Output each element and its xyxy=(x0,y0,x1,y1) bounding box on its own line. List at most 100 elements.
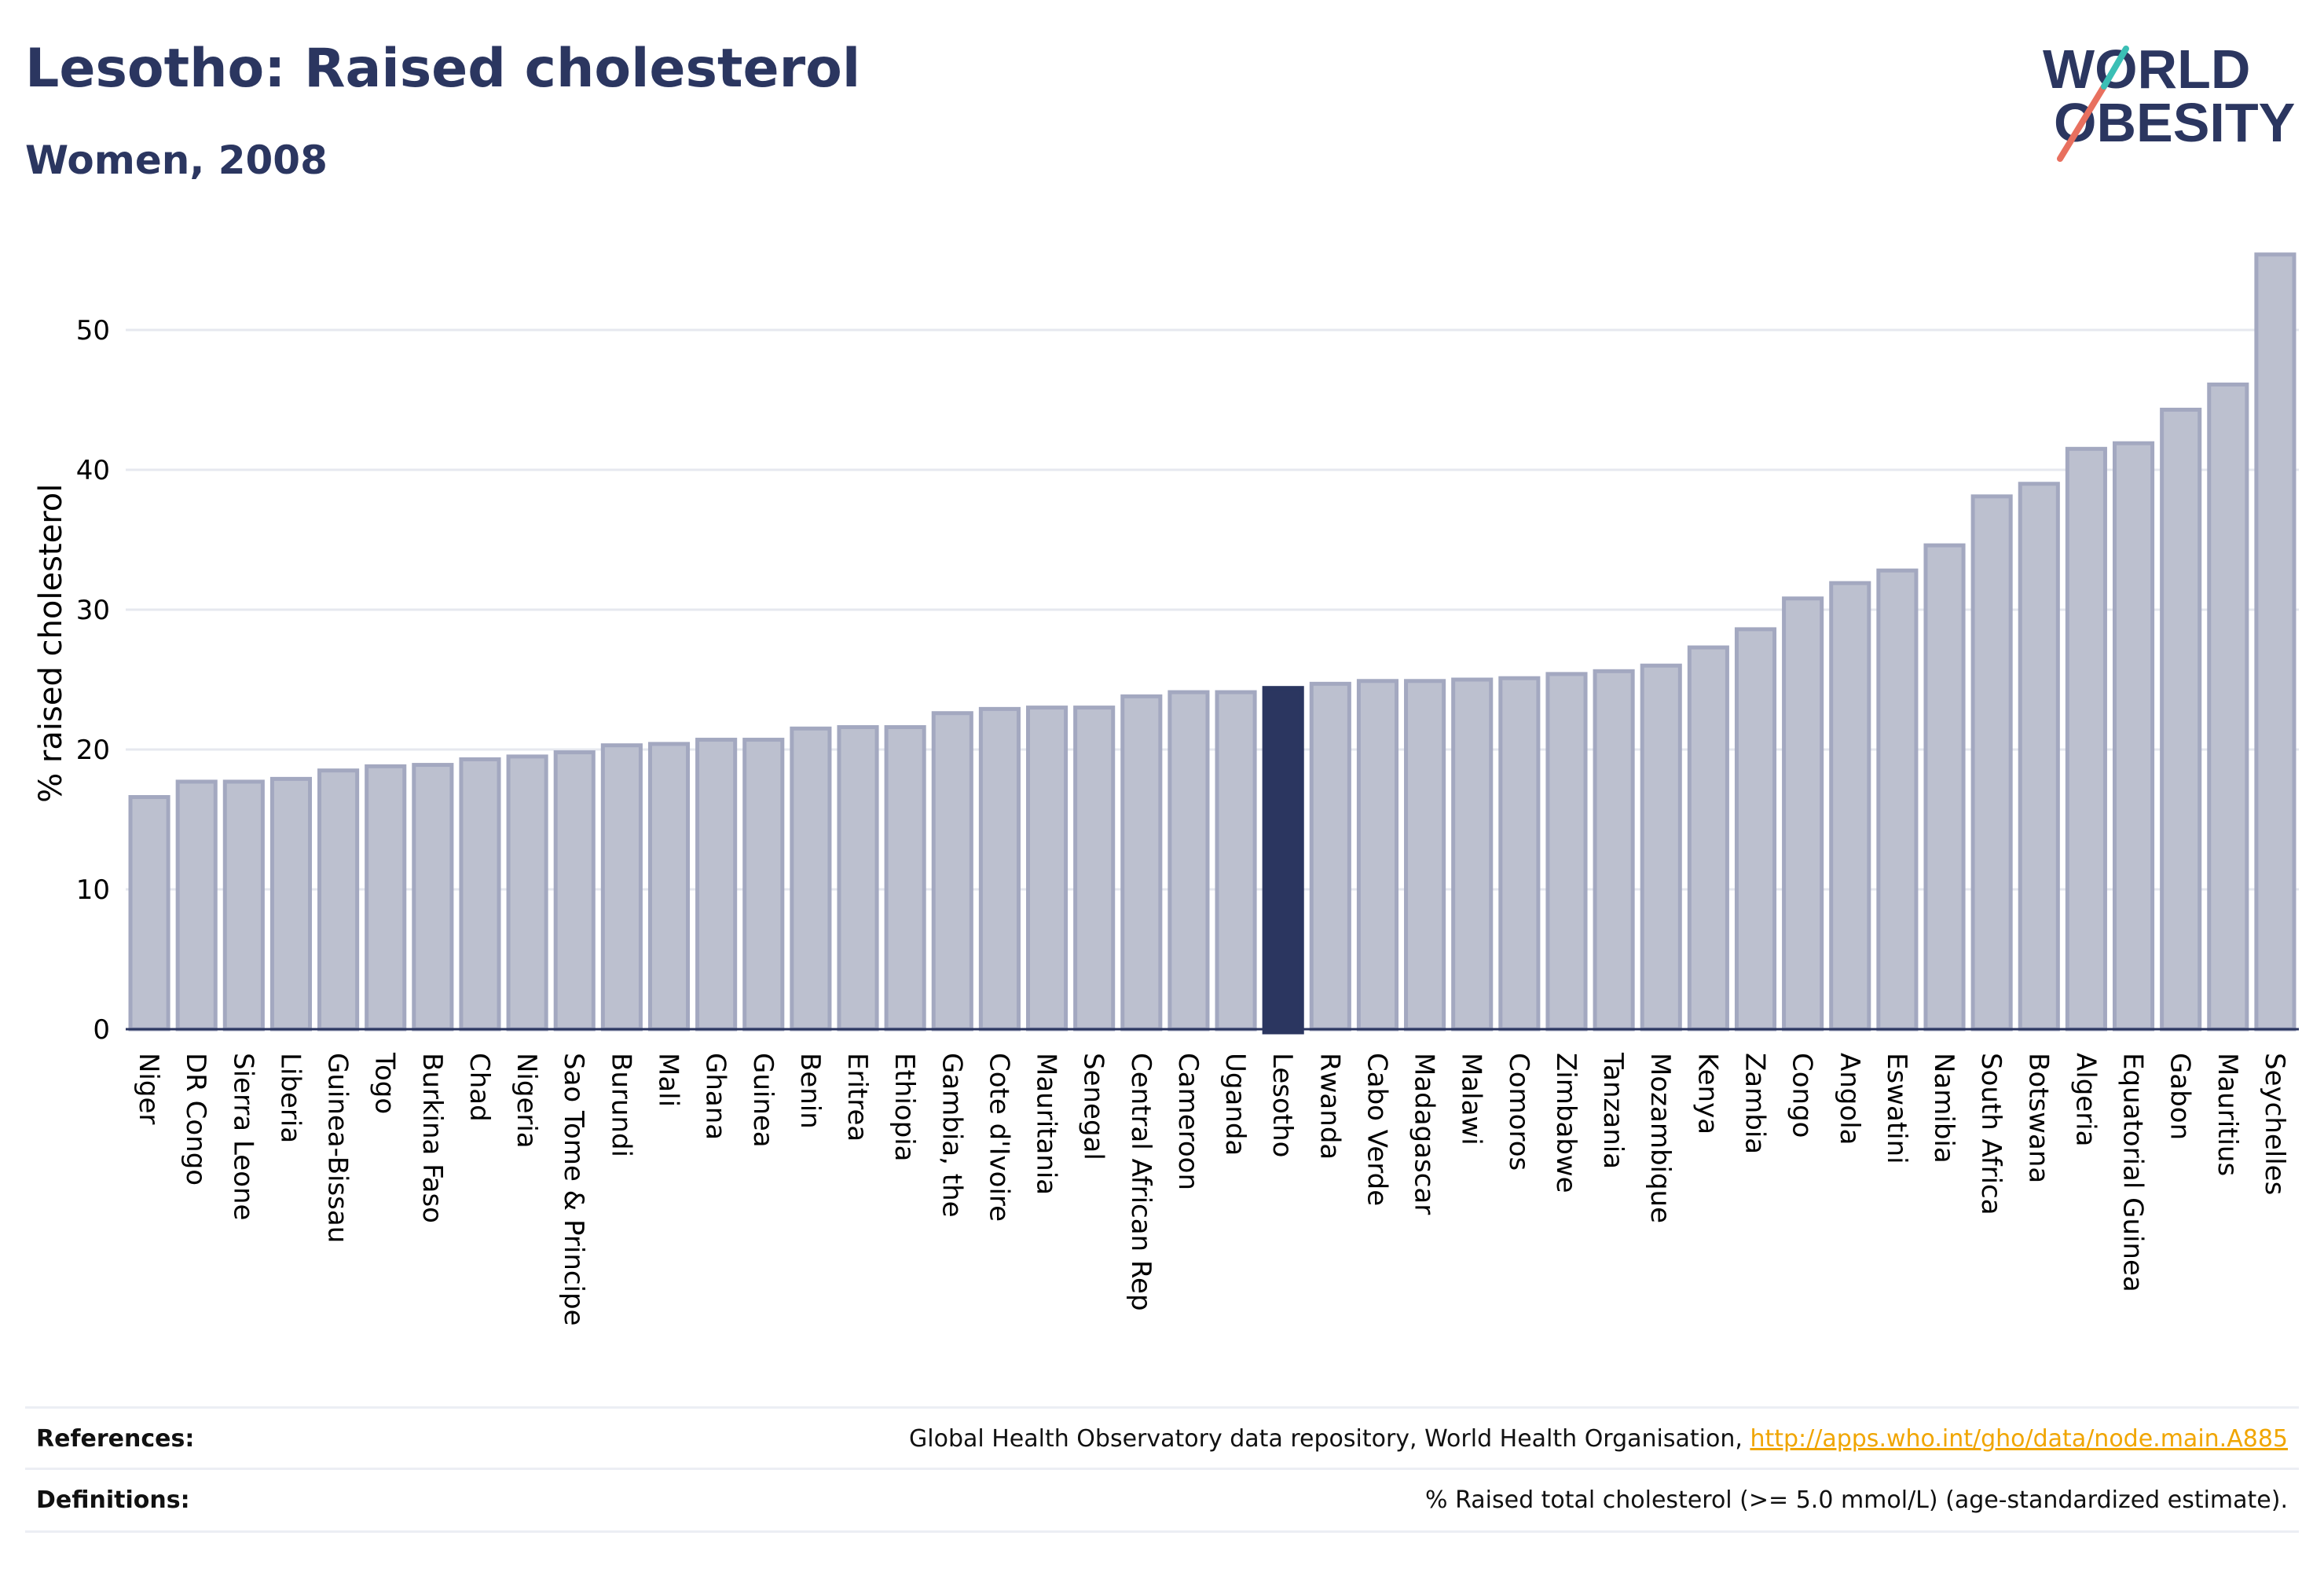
x-category-label: Namibia xyxy=(1928,1053,1959,1164)
bar xyxy=(1734,627,1777,1032)
x-category-label: South Africa xyxy=(1975,1053,2007,1215)
x-category-label: Eritrea xyxy=(841,1053,873,1142)
x-category-label: Mali xyxy=(653,1053,684,1107)
bar xyxy=(884,725,926,1032)
bar xyxy=(790,726,832,1032)
references-label: References: xyxy=(36,1425,195,1453)
bar xyxy=(1215,690,1257,1032)
bar xyxy=(600,743,643,1032)
references-text: Global Health Observatory data repositor… xyxy=(909,1425,1750,1453)
footer-divider xyxy=(25,1530,2299,1533)
bar xyxy=(317,768,360,1032)
x-category-label: Angola xyxy=(1834,1053,1865,1145)
bar xyxy=(175,779,218,1032)
x-category-label: Sao Tome & Principe xyxy=(558,1053,589,1326)
bar xyxy=(1593,669,1635,1032)
y-tick-label: 10 xyxy=(76,874,110,906)
x-category-label: Cabo Verde xyxy=(1361,1053,1392,1206)
bar xyxy=(837,725,879,1032)
x-category-label: Central African Rep xyxy=(1125,1053,1157,1311)
logo-line1: WORLD xyxy=(2043,38,2250,100)
bar xyxy=(1782,596,1824,1032)
bar xyxy=(2065,446,2107,1032)
x-category-label: Rwanda xyxy=(1314,1053,1345,1160)
bar xyxy=(1640,663,1682,1032)
bar xyxy=(412,763,454,1032)
bar xyxy=(1073,706,1116,1032)
bars-layer xyxy=(128,252,2297,1035)
bar xyxy=(1498,676,1541,1032)
x-category-label: Chad xyxy=(464,1053,495,1122)
logo-slash-red xyxy=(2057,83,2107,162)
y-axis-title: % raised cholesterol xyxy=(33,484,69,803)
logo-line2: OBESITY xyxy=(2054,92,2295,153)
x-category-label: Algeria xyxy=(2069,1053,2101,1146)
x-category-label: Zambia xyxy=(1739,1053,1771,1154)
x-category-label: Congo xyxy=(1787,1053,1818,1138)
x-category-label: Cameroon xyxy=(1172,1053,1204,1190)
x-category-label: Zimbabwe xyxy=(1550,1053,1582,1193)
bar xyxy=(931,711,973,1032)
x-category-label: Cote d'Ivoire xyxy=(983,1053,1014,1222)
y-tick-label: 50 xyxy=(76,315,110,346)
references-row: References: Global Health Observatory da… xyxy=(25,1406,2299,1469)
x-category-label: Benin xyxy=(794,1053,826,1129)
x-category-label: Mauritania xyxy=(1031,1053,1062,1195)
x-category-label: Uganda xyxy=(1219,1053,1251,1156)
bar xyxy=(2112,441,2155,1032)
logo-slash-teal xyxy=(2101,46,2129,90)
x-category-label: Ghana xyxy=(700,1053,731,1140)
bar xyxy=(553,750,596,1032)
bar xyxy=(222,779,265,1032)
y-tick-label: 30 xyxy=(76,595,110,626)
x-category-label: Ethiopia xyxy=(889,1053,920,1161)
definitions-text: % Raised total cholesterol (>= 5.0 mmol/… xyxy=(1425,1486,2288,1514)
references-link[interactable]: http://apps.who.int/gho/data/node.main.A… xyxy=(1750,1425,2288,1453)
bar xyxy=(1923,543,1966,1032)
bar xyxy=(459,757,501,1032)
references-value: Global Health Observatory data repositor… xyxy=(909,1425,2299,1453)
x-category-label: Togo xyxy=(369,1052,401,1114)
bar xyxy=(695,738,738,1032)
x-category-label: DR Congo xyxy=(180,1053,211,1186)
bar xyxy=(2254,252,2297,1032)
x-category-label: Seychelles xyxy=(2259,1053,2290,1195)
x-category-label: Comoros xyxy=(1503,1053,1534,1171)
x-category-label: Eswatini xyxy=(1881,1053,1912,1164)
category-labels: Niger DR Congo Sierra Leone Liberia Guinea-B… xyxy=(133,1052,2290,1326)
bar xyxy=(1687,645,1729,1032)
bar xyxy=(1309,681,1351,1032)
bar xyxy=(2207,382,2249,1032)
bar xyxy=(1451,677,1494,1032)
page-title: Lesotho: Raised cholesterol xyxy=(25,38,861,100)
x-category-label: Madagascar xyxy=(1409,1053,1440,1215)
x-category-label: Lesotho xyxy=(1266,1053,1298,1157)
bar xyxy=(742,738,785,1032)
x-category-label: Equatorial Guinea xyxy=(2117,1053,2149,1292)
y-tick-label: 40 xyxy=(76,455,110,486)
x-category-label: Guinea xyxy=(747,1053,779,1148)
x-category-label: Botswana xyxy=(2022,1053,2054,1183)
x-category-label: Liberia xyxy=(274,1053,306,1143)
bar xyxy=(1876,568,1919,1032)
definitions-label: Definitions: xyxy=(36,1486,190,1514)
bar xyxy=(1167,690,1210,1032)
bar xyxy=(269,776,313,1032)
x-category-label: Sierra Leone xyxy=(227,1053,258,1220)
x-category-label: Nigeria xyxy=(511,1053,542,1149)
x-category-label: Guinea-Bissau xyxy=(322,1053,354,1243)
bar xyxy=(1545,672,1588,1032)
y-tick-label: 0 xyxy=(93,1014,110,1046)
x-category-label: Mauritius xyxy=(2212,1053,2243,1176)
bar xyxy=(1025,706,1069,1032)
bar xyxy=(506,754,548,1032)
bar xyxy=(978,706,1021,1032)
world-obesity-logo[interactable]: WORLD OBESITY xyxy=(2043,31,2310,165)
definitions-row: Definitions: % Raised total cholesterol … xyxy=(25,1468,2299,1530)
bar xyxy=(647,742,691,1032)
bar-highlighted xyxy=(1262,686,1304,1035)
bar xyxy=(128,795,170,1032)
x-category-label: Kenya xyxy=(1692,1053,1723,1134)
y-ticks: 0 10 20 30 40 50 xyxy=(76,315,110,1046)
bar-chart: 0 10 20 30 40 50 Niger DR Congo Sierra Leone Lib… xyxy=(33,252,2299,1326)
